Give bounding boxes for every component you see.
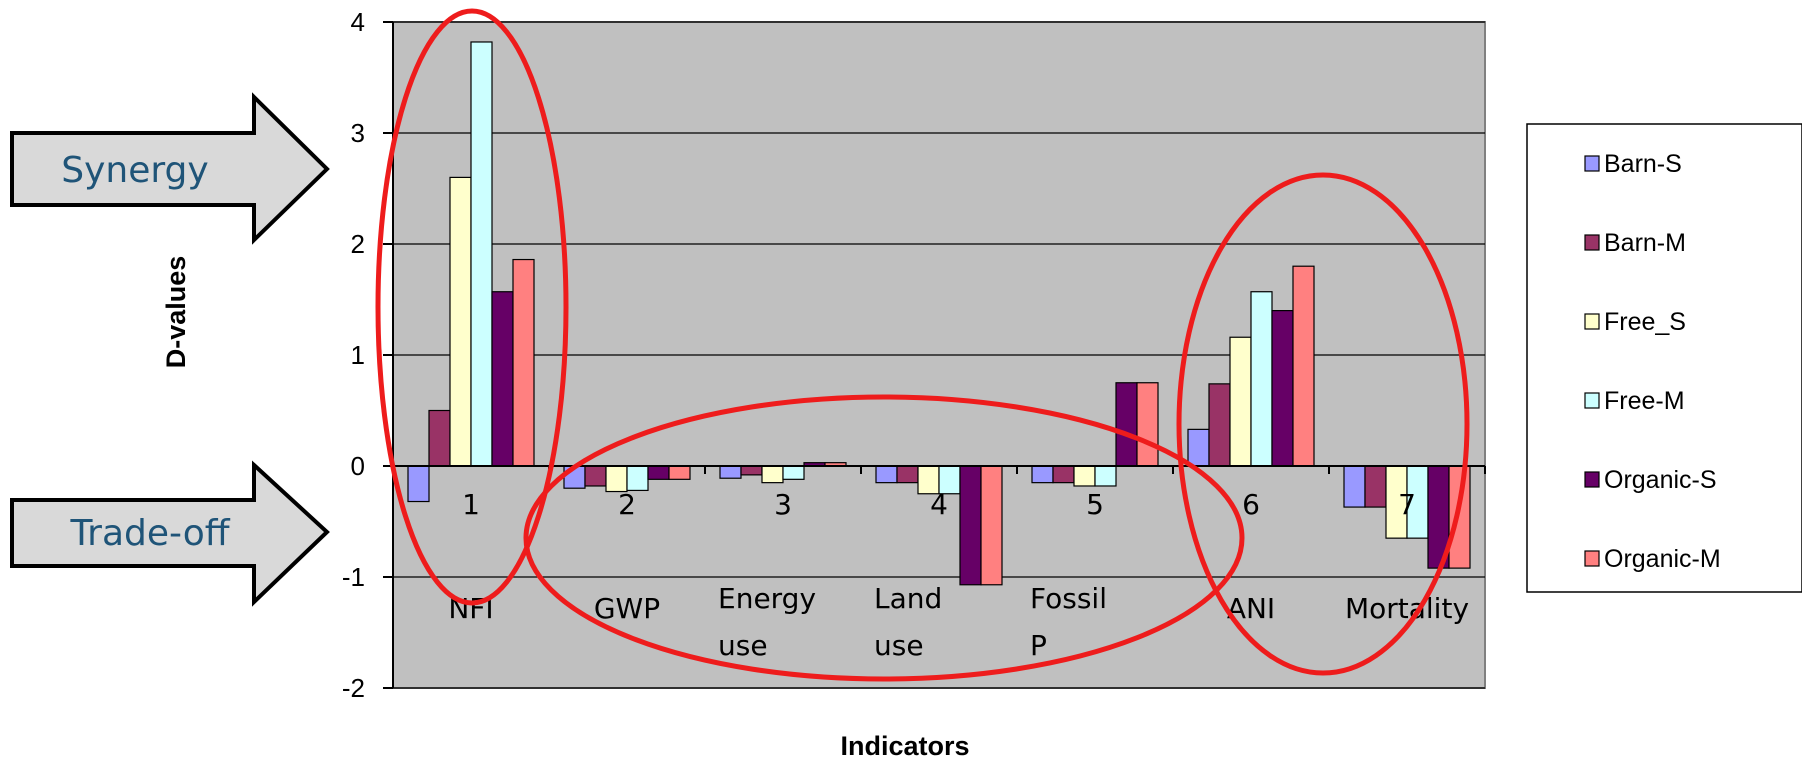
legend: Barn-S Barn-M Free_S Free-M Organic-S Organic…	[1526, 123, 1802, 593]
bar-organic-s	[1115, 382, 1138, 467]
tradeoff-label: Trade-off	[69, 513, 230, 554]
category-name-line2: P	[1030, 629, 1047, 662]
bar-barn-m	[584, 465, 607, 487]
bar-barn-s	[875, 465, 898, 484]
bar-barn-s	[1031, 465, 1054, 484]
x-axis-title: Indicators	[840, 731, 969, 761]
x-tick-label: 6	[1242, 488, 1260, 521]
legend-label: Free-M	[1604, 387, 1685, 415]
x-tick-label: 2	[618, 488, 636, 521]
y-tick-labels: -2 -1 0 1 2 3 4	[342, 7, 365, 703]
bar-organic-m	[980, 465, 1003, 586]
bar-barn-s	[407, 465, 430, 503]
bar-organic-m	[512, 258, 535, 467]
bar-free-s	[761, 465, 784, 484]
bar-organic-m	[668, 465, 691, 480]
bar-barn-s	[719, 465, 742, 479]
legend-box	[1526, 123, 1802, 593]
legend-swatch	[1584, 550, 1600, 567]
category-name-line2: use	[874, 629, 924, 662]
x-tick-label: 3	[774, 488, 792, 521]
bar-barn-m	[1052, 465, 1075, 484]
bar-free-m	[626, 465, 649, 492]
axes	[383, 21, 1486, 689]
y-tick-label: -2	[342, 673, 365, 703]
bar-organic-s	[959, 465, 982, 586]
bar-barn-s	[1343, 465, 1366, 508]
bar-barn-m	[1208, 383, 1231, 467]
x-tick-label: 1	[462, 488, 480, 521]
bar-organic-m	[1136, 382, 1159, 467]
bar-organic-m	[1292, 265, 1315, 467]
legend-label: Organic-S	[1604, 466, 1717, 494]
legend-swatch	[1584, 313, 1600, 330]
bar-free-s	[449, 176, 472, 467]
bar-free-s	[1229, 336, 1252, 467]
legend-swatch	[1584, 234, 1600, 251]
bar-free-m	[1094, 465, 1117, 487]
synergy-arrow: Synergy	[10, 92, 330, 245]
bar-barn-m	[740, 465, 763, 476]
legend-label: Organic-M	[1604, 545, 1721, 573]
bar-organic-s	[1271, 310, 1294, 467]
y-tick-label: 0	[351, 451, 365, 481]
legend-label: Free_S	[1604, 308, 1686, 336]
legend-swatch	[1584, 155, 1600, 172]
x-tick-label: 7	[1398, 488, 1416, 521]
category-name: Fossil	[1030, 582, 1107, 615]
x-tick-labels: 1 2 3 4 5 6 7	[462, 488, 1416, 521]
bar-organic-s	[491, 291, 514, 467]
legend-swatch	[1584, 392, 1600, 409]
bar-free-m	[470, 41, 493, 467]
y-tick-label: -1	[342, 562, 365, 592]
nfi-highlight-ellipse	[375, 8, 569, 606]
synergy-arrow-icon	[10, 92, 330, 245]
y-tick-label: 2	[351, 229, 365, 259]
x-tick-label: 5	[1086, 488, 1104, 521]
bar-free-s	[1073, 465, 1096, 487]
bar-barn-m	[896, 465, 919, 484]
ani-mortality-highlight-ellipse	[1176, 172, 1470, 676]
y-axis-title: D-values	[161, 256, 191, 369]
bar-barn-s	[1187, 428, 1210, 467]
trade-off-highlight-ellipse	[523, 394, 1245, 682]
tradeoff-arrow: Trade-off	[10, 460, 330, 607]
tradeoff-arrow-icon	[10, 460, 330, 607]
category-name: Mortality	[1345, 592, 1469, 625]
category-name: GWP	[594, 592, 660, 625]
legend-label: Barn-M	[1604, 229, 1686, 257]
bar-free-m	[782, 465, 805, 480]
highlight-ellipses	[375, 8, 1470, 682]
bar-barn-m	[428, 409, 451, 467]
legend-swatch	[1584, 471, 1600, 488]
x-tick-label: 4	[930, 488, 948, 521]
bar-organic-s	[647, 465, 670, 480]
bar-organic-m	[1448, 465, 1471, 569]
category-name-line2: use	[718, 629, 768, 662]
y-tick-label: 3	[351, 118, 365, 148]
synergy-label: Synergy	[61, 150, 208, 191]
gridlines	[393, 21, 1485, 689]
legend-label: Barn-S	[1604, 150, 1682, 178]
bar-free-m	[1250, 291, 1273, 467]
y-tick-label: 4	[351, 7, 365, 37]
y-tick-label: 1	[351, 340, 365, 370]
bar-barn-m	[1364, 465, 1387, 508]
category-name: Land	[874, 582, 942, 615]
category-name: Energy	[718, 582, 816, 615]
